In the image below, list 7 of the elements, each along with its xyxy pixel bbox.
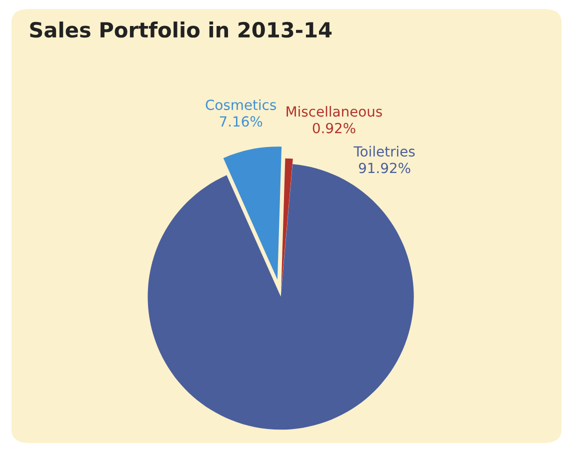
data-label: 7.16% bbox=[220, 116, 262, 127]
data-label: 0.92% bbox=[312, 122, 356, 134]
data-label: 91.92% bbox=[358, 162, 410, 174]
slice-label: Cosmetics bbox=[206, 99, 276, 110]
chart-title: Sales Portfolio in 2013-14 bbox=[30, 22, 332, 38]
slice-label: Toiletries bbox=[354, 146, 415, 157]
slice-label: Miscellaneous bbox=[286, 106, 382, 117]
